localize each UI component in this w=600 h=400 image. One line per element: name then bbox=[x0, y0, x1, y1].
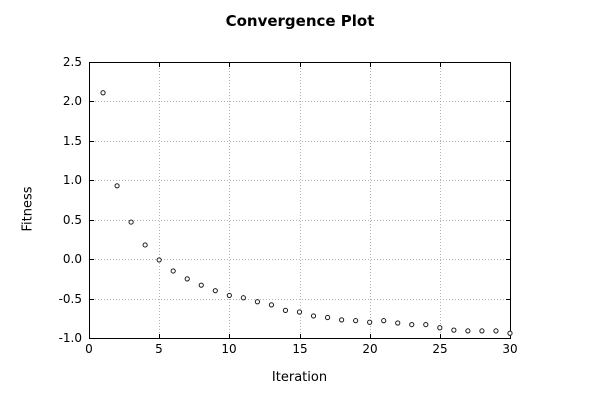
data-point bbox=[212, 288, 218, 294]
data-point bbox=[423, 321, 429, 328]
data-point bbox=[198, 282, 204, 288]
data-point bbox=[240, 295, 246, 301]
data-point bbox=[353, 318, 359, 324]
data-point bbox=[479, 328, 485, 334]
y-tick-label: -0.5 bbox=[59, 292, 82, 306]
y-tick-label: 2.5 bbox=[63, 55, 82, 69]
data-point bbox=[395, 320, 401, 326]
x-tick-label: 20 bbox=[362, 342, 377, 356]
data-point bbox=[254, 299, 260, 305]
y-tick-label: 2.0 bbox=[63, 94, 82, 108]
x-tick-label: 15 bbox=[292, 342, 307, 356]
data-point bbox=[451, 327, 457, 333]
data-point bbox=[296, 309, 303, 315]
data-point bbox=[128, 219, 134, 225]
data-point bbox=[409, 321, 415, 328]
x-axis-label: Iteration bbox=[271, 370, 328, 385]
y-tick-label: 0.5 bbox=[63, 213, 82, 227]
data-point bbox=[156, 257, 162, 263]
data-point bbox=[100, 90, 106, 96]
data-point bbox=[184, 276, 190, 282]
y-tick-label: 0.0 bbox=[63, 252, 82, 266]
data-point bbox=[465, 328, 471, 334]
chart-title: Convergence Plot bbox=[225, 12, 375, 30]
data-point bbox=[282, 307, 289, 313]
y-tick-label: -1.0 bbox=[59, 331, 82, 345]
y-tick-label: 1.5 bbox=[63, 134, 82, 148]
data-point bbox=[310, 313, 317, 319]
x-tick-label: 10 bbox=[221, 342, 236, 356]
data-point bbox=[268, 302, 275, 308]
y-tick-label: 1.0 bbox=[63, 173, 82, 187]
x-tick-label: 30 bbox=[502, 342, 517, 356]
data-point bbox=[114, 183, 120, 189]
data-point bbox=[324, 314, 331, 321]
x-tick-label: 0 bbox=[85, 342, 93, 356]
data-point bbox=[339, 317, 345, 323]
plot-border bbox=[89, 62, 511, 339]
data-point bbox=[170, 268, 176, 274]
data-point bbox=[437, 325, 443, 331]
data-point bbox=[226, 292, 232, 299]
data-point bbox=[493, 328, 499, 334]
data-point bbox=[367, 319, 373, 325]
x-tick-label: 5 bbox=[155, 342, 163, 356]
data-point bbox=[142, 242, 148, 248]
x-tick-label: 25 bbox=[432, 342, 447, 356]
data-point bbox=[381, 318, 387, 324]
data-point bbox=[507, 330, 513, 336]
